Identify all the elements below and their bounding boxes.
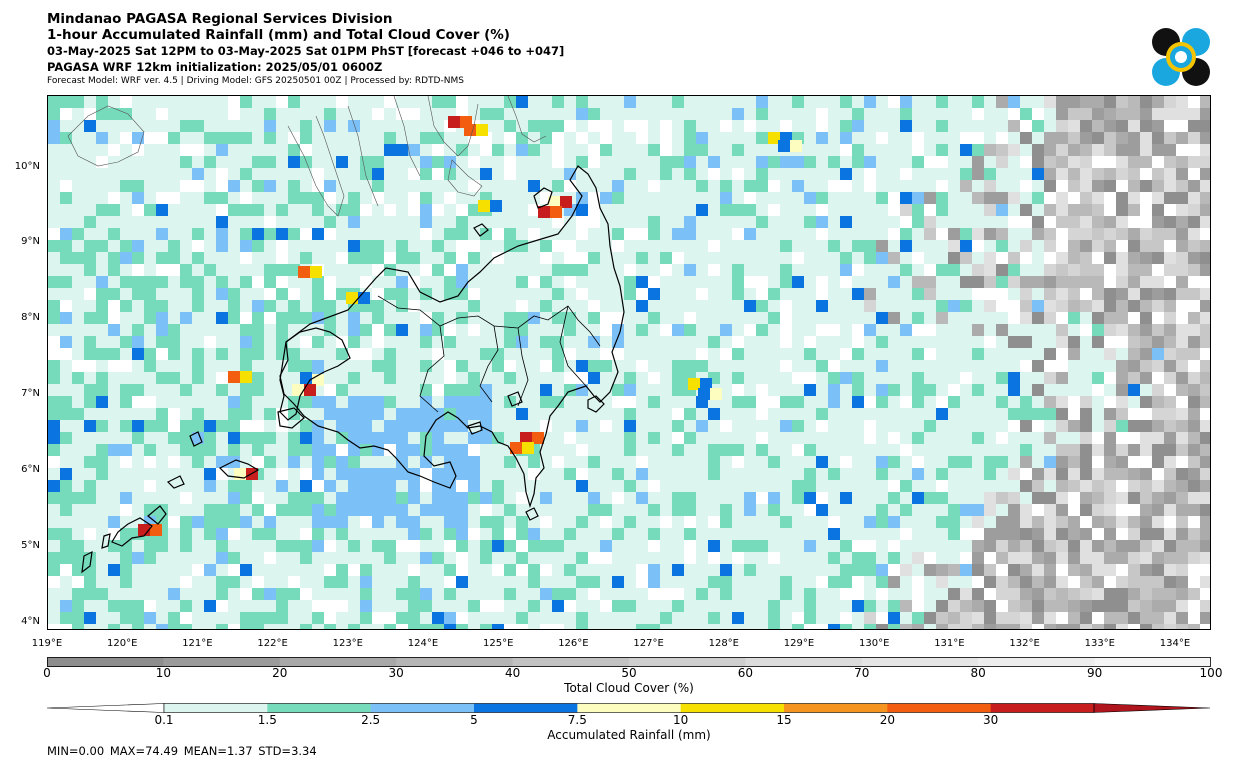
- lon-label: 132°E: [1009, 638, 1040, 649]
- cloud-cover-color-bin: [279, 657, 397, 667]
- rainfall-tick: 7.5: [567, 713, 587, 727]
- lon-label: 121°E: [182, 638, 213, 649]
- basilan-coast: [277, 407, 305, 429]
- lon-label: 134°E: [1159, 638, 1191, 649]
- cloud-cover-colorbar: [47, 657, 1211, 667]
- davao-gulf-islands: [507, 391, 605, 413]
- cloud-cover-tick: 60: [737, 666, 754, 680]
- cloud-cover-tick: 90: [1086, 666, 1103, 680]
- map-subtitle: 1-hour Accumulated Rainfall (mm) and Tot…: [47, 27, 510, 43]
- rainfall-color-bin: [784, 703, 888, 713]
- surigao-coast: [533, 187, 553, 209]
- rainfall-colorbar: [47, 703, 1211, 713]
- rainfall-color-bin: [164, 703, 268, 713]
- cloud-cover-color-bin: [629, 657, 746, 667]
- lon-label: 119°E: [31, 638, 63, 649]
- bohol-cebu-coast: [347, 96, 483, 207]
- rainfall-cloud-map: [48, 96, 1210, 629]
- rainfall-color-bin: [577, 703, 682, 713]
- map-title: Mindanao PAGASA Regional Services Divisi…: [47, 11, 393, 27]
- panay-coast: [67, 105, 145, 167]
- cloud-cover-tick: 30: [388, 666, 404, 680]
- rainfall-colorbar-title: Accumulated Rainfall (mm): [547, 728, 711, 742]
- cloud-cover-tick: 80: [970, 666, 986, 680]
- rainfall-tick: 1.5: [257, 713, 277, 727]
- pagasa-logo: [1152, 28, 1210, 86]
- cloud-cover-tick: 100: [1199, 666, 1223, 680]
- rainfall-color-bin: [267, 703, 372, 713]
- lon-label: 127°E: [633, 638, 664, 649]
- rainfall-color-bin: [887, 703, 992, 713]
- cloud-cover-layer: [864, 96, 1210, 629]
- lon-label: 128°E: [708, 638, 739, 649]
- forecast-period: 03-May-2025 Sat 12PM to 03-May-2025 Sat …: [47, 44, 565, 58]
- leyte-coast: [427, 96, 547, 157]
- cloud-cover-tick: 50: [621, 666, 637, 680]
- rainfall-color-bin: [474, 703, 578, 713]
- rainfall-color-bin: [680, 703, 785, 713]
- lat-label: 9°N: [21, 236, 40, 247]
- model-initialization: PAGASA WRF 12km initialization: 2025/05/…: [47, 60, 383, 74]
- cloud-cover-tick: 0: [43, 666, 51, 680]
- lat-label: 6°N: [21, 464, 40, 475]
- map-area: [47, 95, 1211, 630]
- rainfall-color-bin: [990, 703, 1095, 713]
- lat-label: 8°N: [21, 312, 40, 323]
- cloud-cover-color-bin: [512, 657, 630, 667]
- lon-label: 131°E: [934, 638, 965, 649]
- lat-label: 4°N: [21, 616, 40, 627]
- cloud-cover-color-bin: [396, 657, 514, 667]
- cloud-cover-color-bin: [745, 657, 863, 667]
- rainfall-tick: 20: [879, 713, 895, 727]
- lon-label: 133°E: [1084, 638, 1115, 649]
- lon-label: 130°E: [858, 638, 890, 649]
- cloud-cover-color-bin: [861, 657, 979, 667]
- sulu-islands-coast: [81, 431, 260, 574]
- cloud-cover-tick: 10: [155, 666, 172, 680]
- rainfall-layer: [48, 96, 1164, 629]
- lat-label: 10°N: [14, 161, 40, 172]
- lanao-inner-boundaries: [377, 295, 601, 413]
- camiguin-coast: [473, 223, 489, 237]
- rainfall-statistics: MIN=0.00 MAX=74.49 MEAN=1.37 STD=3.34: [47, 744, 317, 758]
- lon-label: 125°E: [482, 638, 514, 649]
- lon-label: 124°E: [407, 638, 439, 649]
- lon-label: 126°E: [558, 638, 589, 649]
- rainfall-min-extend: [47, 703, 165, 713]
- rainfall-tick: 30: [983, 713, 999, 727]
- lon-label: 129°E: [783, 638, 815, 649]
- lon-label: 123°E: [332, 638, 363, 649]
- cloud-cover-tick: 70: [854, 666, 870, 680]
- cloud-cover-tick: 20: [272, 666, 288, 680]
- rainfall-max-extend: [1093, 703, 1211, 713]
- sarangani-coast: [467, 421, 539, 521]
- rainfall-tick: 5: [470, 713, 478, 727]
- lon-label: 122°E: [257, 638, 288, 649]
- rainfall-tick: 2.5: [361, 713, 381, 727]
- cloud-cover-color-bin: [47, 657, 164, 667]
- cloud-cover-colorbar-title: Total Cloud Cover (%): [564, 681, 694, 695]
- cloud-cover-color-bin: [163, 657, 281, 667]
- zamboanga-peninsula-coast: [279, 327, 351, 421]
- model-credits: Forecast Model: WRF ver. 4.5 | Driving M…: [47, 76, 464, 86]
- lat-label: 7°N: [21, 388, 40, 399]
- cloud-cover-tick: 40: [504, 666, 521, 680]
- lat-label: 5°N: [21, 540, 40, 551]
- rainfall-tick: 10: [673, 713, 689, 727]
- mindanao-coastline: [279, 165, 625, 509]
- rainfall-tick: 15: [776, 713, 792, 727]
- cloud-cover-color-bin: [1094, 657, 1211, 667]
- coastline-layer: [67, 96, 625, 574]
- rainfall-tick: 0.1: [154, 713, 174, 727]
- rainfall-color-bin: [370, 703, 475, 713]
- negros-coast: [287, 115, 345, 217]
- cloud-cover-color-bin: [978, 657, 1096, 667]
- lon-label: 120°E: [106, 638, 138, 649]
